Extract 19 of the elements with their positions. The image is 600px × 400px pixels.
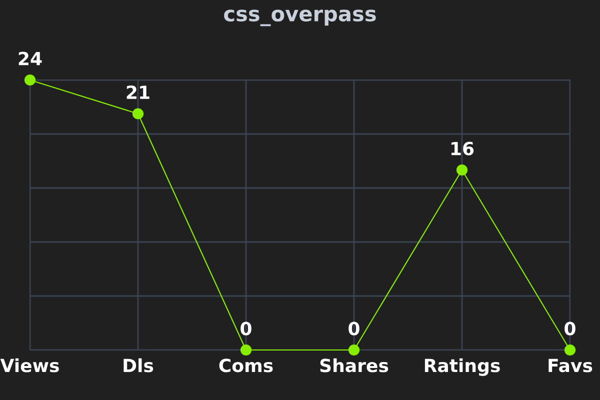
x-tick-label: Shares xyxy=(320,358,388,372)
x-tick-label: Views xyxy=(0,358,59,372)
data-label: 21 xyxy=(126,85,150,99)
point xyxy=(132,108,144,120)
data-label: 24 xyxy=(18,52,42,66)
data-label: 0 xyxy=(564,322,576,336)
x-tick-label: Favs xyxy=(548,358,592,372)
x-tick-label: Coms xyxy=(219,358,273,372)
point xyxy=(24,74,36,86)
x-tick-label: Dls xyxy=(124,358,154,372)
data-label: 0 xyxy=(348,322,360,336)
point xyxy=(348,344,360,356)
data-label: 16 xyxy=(451,142,474,156)
point xyxy=(564,344,576,356)
point xyxy=(240,344,252,356)
x-tick-label: Ratings xyxy=(424,358,500,376)
point xyxy=(456,164,468,176)
data-label: 0 xyxy=(240,322,252,336)
chart-title: css_overpass xyxy=(224,10,376,26)
